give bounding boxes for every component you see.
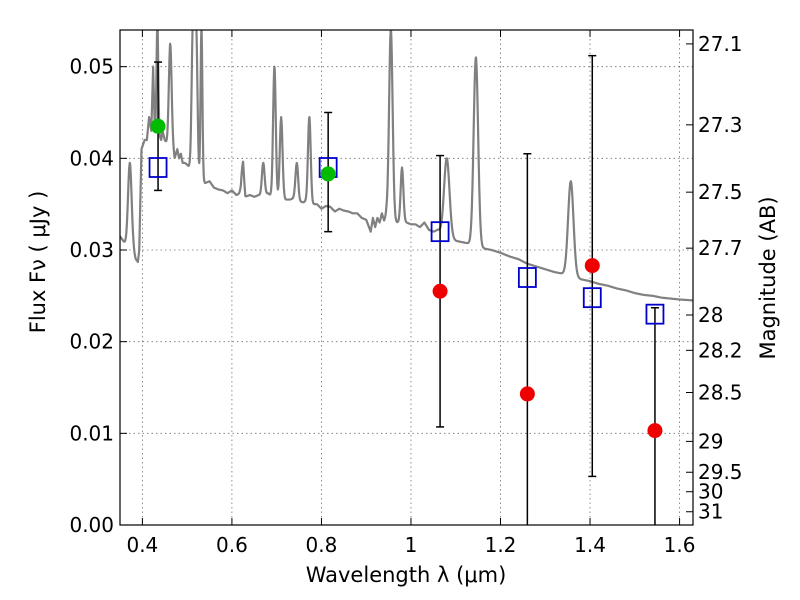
- mag-tick-label: 27.7: [698, 236, 743, 260]
- mag-tick-label: 29: [698, 429, 723, 453]
- mag-tick-label: 28.2: [698, 338, 743, 362]
- grid: [120, 30, 693, 526]
- lowsn-point: [519, 386, 535, 402]
- lowsn-point: [584, 258, 600, 274]
- mag-tick-label: 29.5: [698, 460, 743, 484]
- x-tick-label: 1.6: [664, 533, 696, 557]
- mag-tick-label: 27.3: [698, 113, 743, 137]
- y-axis-label: Flux Fν ( μJy ): [26, 191, 50, 334]
- synthetic-point: [148, 157, 168, 178]
- synthetic-point: [430, 221, 450, 243]
- y-tick-label: 0.04: [69, 146, 114, 170]
- x-tick-label: 1.4: [574, 533, 606, 557]
- plot-frame: [119, 29, 694, 526]
- mag-tick-label: 31: [698, 500, 723, 524]
- x-tick-label: 0.8: [306, 533, 338, 557]
- mag-tick-label: 27.1: [698, 32, 743, 56]
- mag-tick-label: 28: [698, 303, 723, 327]
- detected-point: [320, 166, 336, 182]
- mag-tick-label: 30: [698, 480, 723, 504]
- synthetic-point: [645, 303, 665, 325]
- y-tick-label: 0.03: [69, 238, 114, 262]
- y-tick-label: 0.02: [69, 330, 114, 354]
- x-tick-label: 0.6: [216, 533, 248, 557]
- detected-point: [150, 118, 166, 134]
- y2-axis-label: Magnitude (AB): [756, 196, 780, 359]
- mag-tick-label: 27.5: [698, 180, 743, 204]
- plot-area: [120, 30, 693, 525]
- synthetic-point: [517, 267, 537, 288]
- y-tick-label: 0.01: [69, 421, 114, 445]
- mag-tick-label: 28.5: [698, 380, 743, 404]
- axes-ticks: 0.4 0.6 0.8 1 1.2 1.4 1.6 0.00 0.01 0.02 0.03 0.04 0…: [69, 30, 743, 557]
- x-tick-label: 0.4: [126, 533, 158, 557]
- model-spectrum-line: [120, 30, 693, 302]
- lowsn-point: [647, 423, 663, 439]
- x-axis-label: Wavelength λ (μm): [306, 563, 507, 587]
- x-tick-label: 1: [405, 533, 418, 557]
- y-tick-label: 0.05: [69, 55, 114, 79]
- synthetic-point: [582, 287, 602, 309]
- y-tick-label: 0.00: [69, 513, 114, 537]
- lowsn-point: [432, 283, 448, 299]
- x-tick-label: 1.2: [485, 533, 517, 557]
